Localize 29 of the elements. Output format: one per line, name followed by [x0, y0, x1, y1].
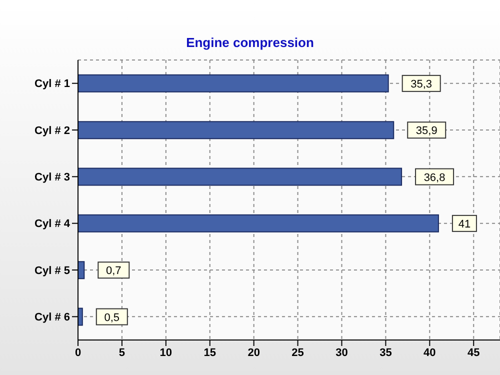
y-tick-label: Cyl # 1 [34, 78, 70, 90]
y-tick-label: Cyl # 5 [34, 264, 70, 277]
bar [78, 261, 85, 280]
x-tick-label: 25 [292, 346, 304, 359]
x-tick-label: 40 [424, 346, 436, 359]
x-tick-label: 20 [248, 346, 260, 359]
x-tick-label: 30 [336, 346, 348, 359]
x-tick-label: 0 [74, 346, 82, 359]
data-label: 41 [458, 218, 471, 230]
x-tick-label: 5 [118, 346, 126, 359]
data-label: 36,8 [424, 172, 446, 184]
bar [78, 121, 394, 140]
y-tick-label: Cyl # 3 [34, 172, 70, 184]
y-tick-label: Cyl # 6 [34, 312, 70, 324]
x-tick-label: 15 [204, 346, 216, 359]
x-tick-label: 35 [380, 346, 392, 359]
x-tick-label: 10 [160, 346, 172, 359]
data-label: 0,5 [104, 312, 120, 324]
bar [78, 74, 389, 92]
y-tick-label: Cyl # 4 [34, 218, 71, 230]
y-tick-label: Cyl # 2 [34, 124, 70, 137]
chart-title: Engine compression [185, 35, 315, 50]
bar [78, 308, 83, 326]
data-label: 0,7 [106, 265, 122, 278]
bar [78, 214, 439, 232]
bar [78, 168, 402, 186]
x-tick-label: 45 [468, 346, 480, 359]
data-label: 35,9 [416, 125, 438, 138]
data-label: 35,3 [410, 78, 432, 90]
